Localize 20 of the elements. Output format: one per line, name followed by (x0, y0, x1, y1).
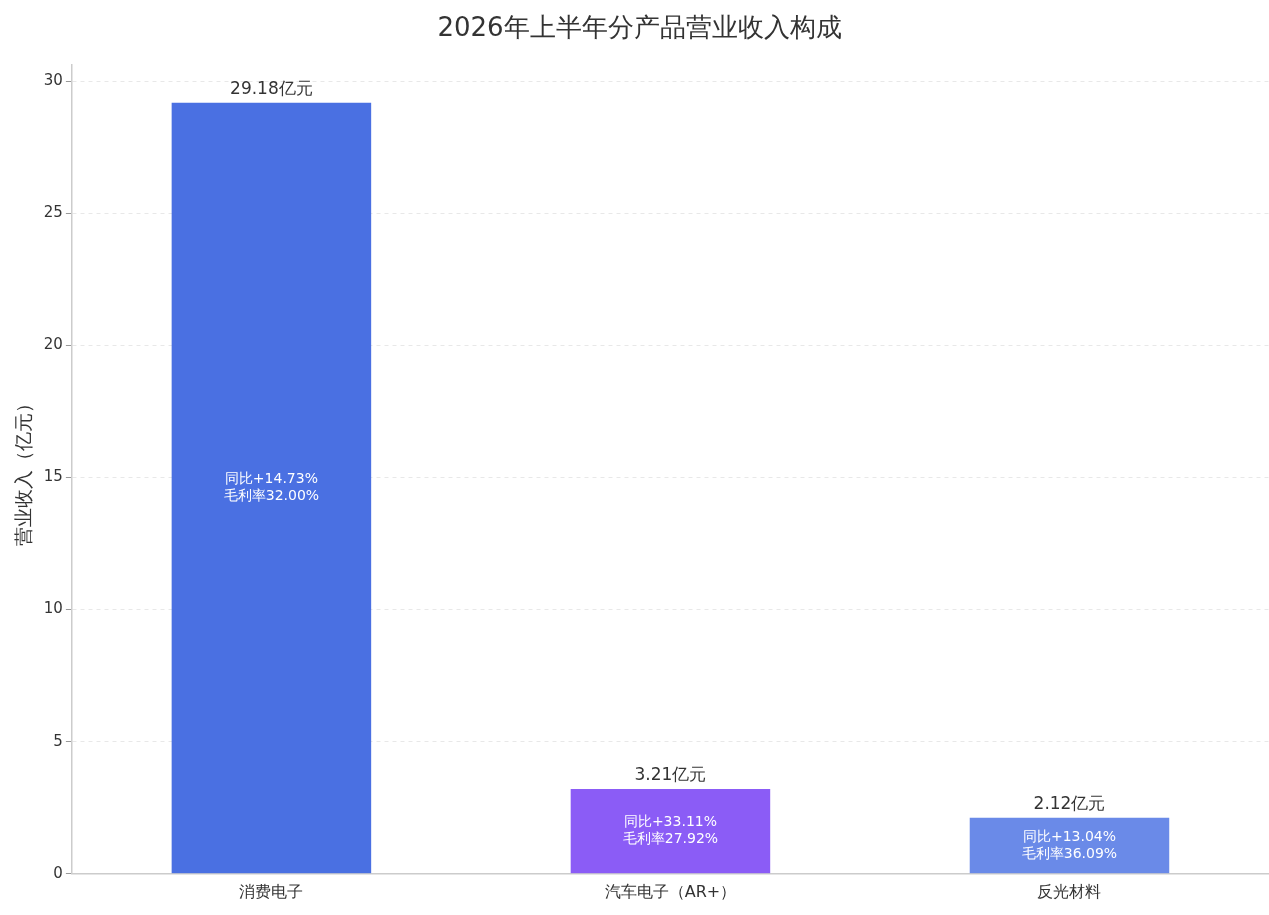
annotation: 同比+13.04% 毛利率36.09% (1021, 827, 1118, 861)
annotation: 同比+14.73% 毛利率32.00% (223, 470, 320, 504)
x-tick-label: 反光材料 (1037, 881, 1102, 901)
bar (570, 788, 771, 874)
y-tick-label: 25 (43, 203, 63, 222)
y-tick-label: 15 (43, 467, 63, 486)
x-tick-label: 汽车电子（AR+） (604, 881, 737, 901)
y-tick-label: 0 (53, 863, 63, 882)
y-tick-label: 20 (43, 335, 63, 354)
y-tick-label: 10 (43, 599, 63, 618)
chart-title: 2026年上半年分产品营业收入构成 (437, 12, 842, 43)
y-tick-label: 5 (53, 731, 63, 750)
x-tick-label: 消费电子 (239, 881, 304, 901)
y-axis-title: 营业收入（亿元） (12, 393, 35, 546)
bar (171, 102, 372, 874)
data-label: 2.12亿元 (1033, 792, 1106, 813)
data-label: 3.21亿元 (634, 763, 707, 784)
y-tick-label: 30 (43, 70, 63, 89)
annotation: 同比+33.11% 毛利率27.92% (622, 813, 719, 847)
data-label: 29.18亿元 (230, 77, 313, 98)
